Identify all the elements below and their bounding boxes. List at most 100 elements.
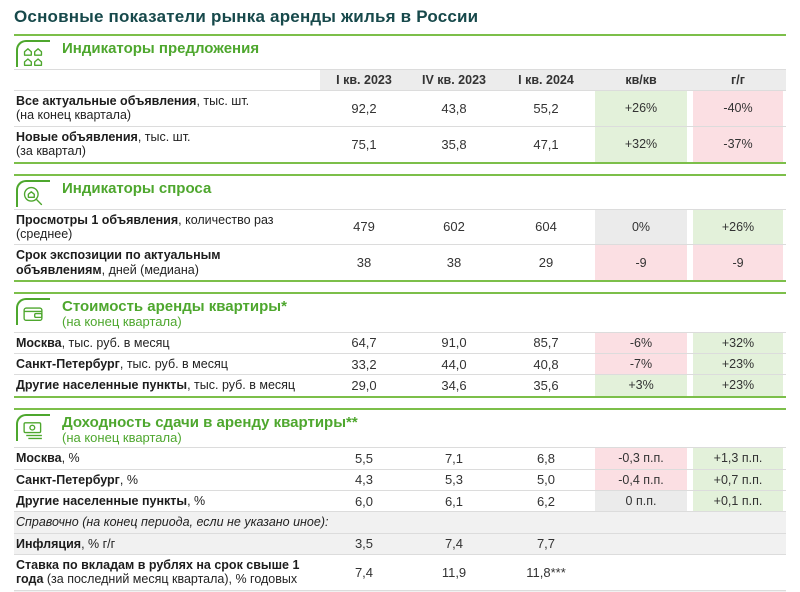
- row-label-rest: (за последний месяц квартала), % годовых: [43, 572, 298, 587]
- value-cell: 38: [356, 255, 372, 271]
- column-header: г/г: [690, 70, 786, 90]
- table-row: Москва, тыс. руб. в месяц 64,7 91,0 85,7…: [14, 331, 786, 353]
- value-cell: 29,0: [351, 377, 377, 393]
- section-header: Индикаторы предложения: [14, 36, 786, 69]
- change-qoq-cell: 0%: [595, 209, 687, 245]
- row-label: Ставка по вкладам в рублях на срок свыше…: [14, 555, 320, 590]
- table-row: Срок экспозиции по актуальным объявления…: [14, 244, 786, 280]
- value-cell: 91,0: [441, 335, 467, 351]
- value-cell: 4,3: [354, 472, 374, 488]
- row-label-bold: Другие населенные пункты: [16, 493, 188, 508]
- row-label-sub: (за квартал): [16, 144, 86, 159]
- change-yoy-cell: -9: [693, 245, 783, 280]
- section-subtitle: (на конец квартала): [62, 314, 182, 330]
- value-cell: 38: [446, 255, 462, 271]
- table-header-row: I кв. 2023 IV кв. 2023 I кв. 2024 кв/кв …: [14, 69, 786, 90]
- value-cell: 3,5: [354, 536, 374, 552]
- value-cell: 29: [538, 255, 554, 271]
- value-cell: 602: [443, 219, 465, 235]
- change-yoy-cell: -37%: [693, 126, 783, 162]
- magnifier-house-icon: [16, 179, 50, 207]
- value-cell: 75,1: [351, 136, 377, 152]
- table-row: Другие населенные пункты, тыс. руб. в ме…: [14, 374, 786, 396]
- change-yoy-cell: +0,1 п.п.: [693, 490, 783, 512]
- section-title: Индикаторы спроса: [62, 179, 212, 197]
- change-qoq-cell: 0 п.п.: [595, 490, 687, 512]
- row-label-rest: , тыс. шт.: [137, 129, 191, 144]
- value-cell: 44,0: [441, 356, 467, 372]
- section-rental-yield: Доходность сдачи в аренду квартиры** (на…: [14, 407, 786, 592]
- row-label-rest: , тыс. руб. в месяц: [119, 356, 228, 371]
- row-label-bold: Москва: [16, 335, 62, 350]
- row-label-bold: Новые объявления: [16, 129, 138, 144]
- value-cell: 55,2: [533, 100, 559, 116]
- change-qoq-cell: -0,3 п.п.: [595, 448, 687, 469]
- value-cell: 85,7: [533, 335, 559, 351]
- value-cell: 92,2: [351, 100, 377, 116]
- section-title: Доходность сдачи в аренду квартиры**: [62, 413, 358, 431]
- value-cell: 6,8: [536, 450, 556, 466]
- change-yoy-cell: -40%: [693, 91, 783, 126]
- row-label-rest: , %: [61, 451, 80, 466]
- row-label-bold: Ставка по вкладам в рублях на срок свыше…: [16, 558, 300, 587]
- row-label-bold: Срок экспозиции по актуальным объявления…: [16, 248, 221, 277]
- change-yoy-cell: +26%: [693, 209, 783, 245]
- value-cell: 6,0: [354, 493, 374, 509]
- section-subtitle: (на конец квартала): [62, 429, 182, 445]
- section-header: Стоимость аренды квартиры* (на конец ква…: [14, 294, 786, 332]
- row-label: Срок экспозиции по актуальным объявления…: [14, 245, 320, 280]
- supply-table: I кв. 2023 IV кв. 2023 I кв. 2024 кв/кв …: [14, 69, 786, 162]
- reference-row: Доходность 5-летних ОФЗ, % годовых 9,7 1…: [14, 589, 786, 592]
- value-cell: 11,8***: [526, 564, 566, 580]
- row-label-rest: , количество раз: [178, 212, 274, 227]
- section-title: Индикаторы предложения: [62, 40, 260, 57]
- row-label-sub: (на конец квартала): [16, 108, 132, 123]
- value-cell: 11,9: [441, 564, 467, 580]
- row-label-rest: , дней (медиана): [101, 262, 199, 277]
- value-cell: 7,1: [444, 450, 464, 466]
- row-label-rest: , %: [187, 493, 206, 508]
- row-label: Новые объявления, тыс. шт. (за квартал): [14, 127, 320, 162]
- row-label: Санкт-Петербург, %: [14, 470, 320, 490]
- rental-yield-table: Москва, % 5,5 7,1 6,8 -0,3 п.п. +1,3 п.п…: [14, 447, 786, 592]
- reference-note: Справочно (на конец периода, если не ука…: [16, 515, 329, 530]
- change-qoq-cell: +26%: [595, 91, 687, 126]
- banknotes-icon: [16, 413, 50, 441]
- row-label: Другие населенные пункты, %: [14, 491, 320, 511]
- wallet-icon: [16, 298, 50, 325]
- row-label-rest: , %: [119, 472, 138, 487]
- change-yoy-cell: +32%: [693, 332, 783, 353]
- column-header: кв/кв: [592, 70, 690, 90]
- row-label-bold: Санкт-Петербург: [16, 472, 120, 487]
- row-label-bold: Все актуальные объявления: [16, 94, 197, 108]
- row-label: Просмотры 1 объявления, количество раз (с…: [14, 210, 320, 245]
- row-label: Инфляция, % г/г: [14, 534, 320, 554]
- change-yoy-cell: +23%: [693, 375, 783, 396]
- section-header: Индикаторы спроса: [14, 176, 786, 209]
- reference-row: Инфляция, % г/г 3,5 7,4 7,7: [14, 532, 786, 555]
- row-label: Другие населенные пункты, тыс. руб. в ме…: [14, 375, 320, 395]
- value-cell: 7,4: [444, 536, 464, 552]
- column-header: IV кв. 2023: [408, 70, 500, 90]
- change-qoq-cell: -7%: [595, 353, 687, 375]
- value-cell: 34,6: [441, 377, 467, 393]
- value-cell: 479: [353, 219, 375, 235]
- value-cell: 40,8: [533, 356, 559, 372]
- table-row: Все актуальные объявления, тыс. шт. (на к…: [14, 90, 786, 126]
- row-label-rest: , тыс. руб. в месяц: [61, 335, 170, 350]
- table-row: Москва, % 5,5 7,1 6,8 -0,3 п.п. +1,3 п.п…: [14, 447, 786, 469]
- value-cell: 6,2: [536, 493, 556, 509]
- row-label-bold: Инфляция: [16, 536, 82, 551]
- change-qoq-cell: +3%: [595, 375, 687, 396]
- value-cell: 5,0: [536, 472, 556, 488]
- page-title: Основные показатели рынка аренды жилья в…: [14, 7, 479, 26]
- row-label: Москва, %: [14, 448, 320, 468]
- value-cell: 64,7: [351, 335, 377, 351]
- change-qoq-cell: -6%: [595, 332, 687, 353]
- change-qoq-cell: -9: [595, 245, 687, 280]
- value-cell: 6,1: [444, 493, 464, 509]
- table-row: Санкт-Петербург, тыс. руб. в месяц 33,2 …: [14, 352, 786, 375]
- change-yoy-cell: +23%: [693, 353, 783, 375]
- houses-icon: [16, 40, 50, 67]
